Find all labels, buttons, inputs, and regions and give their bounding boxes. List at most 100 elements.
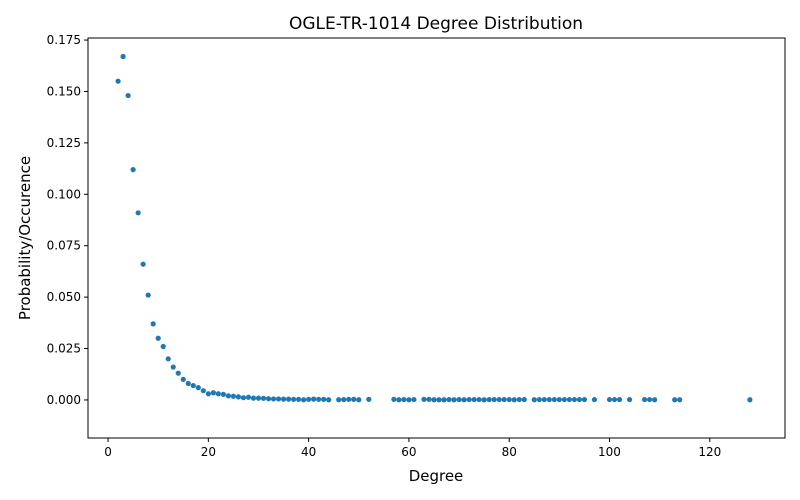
- data-point-61: [456, 396, 462, 403]
- data-point-87: [606, 396, 613, 403]
- data-point-58: [441, 397, 447, 403]
- data-point-37: [301, 397, 307, 403]
- data-point-43: [336, 397, 342, 403]
- data-point-75: [531, 397, 537, 403]
- data-point-19: [210, 390, 216, 396]
- data-point-32: [275, 396, 282, 402]
- data-point-44: [341, 396, 347, 403]
- data-point-85: [581, 396, 588, 403]
- data-point-16: [195, 385, 201, 391]
- data-point-3: [130, 167, 136, 173]
- data-point-11: [170, 364, 176, 370]
- data-point-36: [296, 396, 302, 402]
- data-point-63: [466, 396, 472, 403]
- data-point-47: [356, 397, 362, 403]
- data-point-42: [326, 397, 332, 403]
- data-point-57: [436, 397, 442, 403]
- x-tick-label: 100: [598, 445, 621, 459]
- data-point-68: [491, 396, 497, 403]
- x-tick-label: 40: [301, 445, 316, 459]
- x-tick-label: 60: [401, 445, 416, 459]
- data-point-33: [280, 396, 287, 402]
- data-point-77: [541, 396, 547, 403]
- y-tick-label: 0.050: [47, 290, 81, 304]
- y-tick-label: 0.125: [47, 136, 81, 150]
- data-point-76: [536, 396, 542, 403]
- data-point-29: [260, 395, 267, 401]
- data-point-21: [220, 391, 226, 397]
- data-point-95: [677, 397, 683, 403]
- y-tick-label: 0.100: [47, 187, 81, 201]
- data-point-26: [245, 394, 252, 400]
- data-point-27: [250, 395, 257, 401]
- data-point-24: [235, 394, 242, 400]
- y-axis-ticks: 0.000 0.025 0.050 0.075 0.100 0.125 0.150 0.175: [47, 33, 88, 407]
- scatter-points: [115, 53, 753, 403]
- data-point-67: [486, 396, 492, 403]
- data-point-74: [521, 396, 527, 403]
- data-point-83: [571, 396, 578, 403]
- x-axis-label: Degree: [409, 467, 464, 485]
- data-point-81: [561, 396, 567, 403]
- data-point-28: [255, 395, 262, 401]
- data-point-13: [180, 376, 186, 382]
- data-point-88: [611, 396, 618, 403]
- data-point-17: [200, 388, 206, 394]
- y-tick-label: 0.150: [47, 84, 81, 98]
- data-point-49: [391, 396, 397, 402]
- data-point-23: [230, 393, 237, 399]
- data-point-10: [165, 356, 171, 362]
- data-point-90: [626, 396, 633, 403]
- chart-title: OGLE-TR-1014 Degree Distribution: [289, 14, 583, 34]
- data-point-84: [576, 396, 583, 403]
- data-point-73: [516, 396, 522, 403]
- data-point-59: [446, 396, 452, 403]
- data-point-35: [290, 396, 297, 402]
- data-point-78: [546, 396, 552, 403]
- data-point-52: [406, 397, 412, 403]
- data-point-31: [270, 396, 277, 402]
- data-point-69: [496, 396, 502, 403]
- x-tick-label: 20: [201, 445, 216, 459]
- data-point-45: [346, 396, 352, 402]
- x-axis-ticks: 0 20 40 60 80 100 120: [104, 438, 721, 459]
- data-point-94: [672, 397, 678, 403]
- y-tick-label: 0.025: [47, 342, 81, 356]
- data-point-18: [205, 391, 211, 397]
- data-point-51: [401, 396, 407, 403]
- data-point-5: [140, 261, 146, 267]
- data-point-6: [145, 292, 151, 298]
- data-point-54: [421, 396, 427, 402]
- data-point-1: [120, 53, 126, 60]
- data-point-71: [506, 396, 512, 403]
- y-tick-label: 0.175: [47, 33, 81, 47]
- data-point-72: [511, 397, 517, 403]
- data-point-89: [616, 396, 623, 403]
- data-point-92: [647, 396, 653, 403]
- data-point-50: [396, 397, 402, 403]
- data-point-12: [175, 370, 181, 376]
- data-point-96: [747, 397, 753, 403]
- data-point-79: [551, 396, 557, 403]
- data-point-66: [481, 397, 487, 403]
- data-point-14: [185, 380, 191, 387]
- data-point-7: [150, 321, 156, 327]
- data-point-40: [316, 396, 322, 402]
- data-point-20: [215, 391, 221, 397]
- data-point-62: [461, 397, 467, 403]
- data-point-53: [411, 396, 417, 403]
- x-tick-label: 0: [104, 445, 112, 459]
- data-point-91: [642, 396, 648, 403]
- data-point-0: [115, 78, 121, 84]
- data-point-41: [321, 396, 327, 402]
- data-point-38: [306, 396, 312, 402]
- y-axis-label: Probability/Occurence: [16, 156, 34, 320]
- data-point-34: [285, 396, 292, 402]
- data-point-15: [190, 382, 196, 389]
- y-tick-label: 0.075: [47, 239, 81, 253]
- data-point-82: [566, 396, 572, 403]
- data-point-30: [265, 396, 272, 402]
- data-point-8: [155, 335, 161, 341]
- plot-frame: [87, 37, 786, 439]
